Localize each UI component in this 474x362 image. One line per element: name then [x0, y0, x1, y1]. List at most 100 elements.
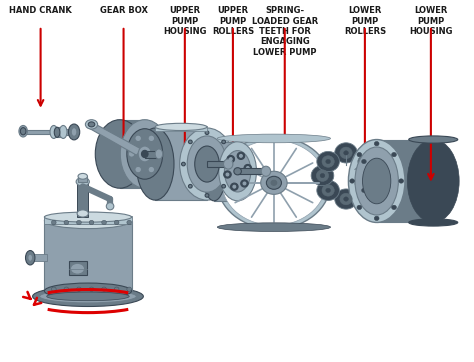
- Ellipse shape: [54, 127, 60, 137]
- Ellipse shape: [106, 203, 114, 210]
- Ellipse shape: [148, 166, 155, 173]
- Ellipse shape: [322, 185, 334, 196]
- Ellipse shape: [85, 120, 98, 129]
- Ellipse shape: [189, 184, 192, 188]
- Polygon shape: [214, 142, 237, 201]
- Ellipse shape: [218, 134, 330, 143]
- Ellipse shape: [362, 159, 366, 164]
- Ellipse shape: [71, 263, 84, 274]
- Ellipse shape: [135, 166, 141, 173]
- Ellipse shape: [227, 155, 235, 163]
- Ellipse shape: [155, 151, 161, 157]
- Ellipse shape: [76, 177, 89, 186]
- Ellipse shape: [358, 185, 370, 196]
- Ellipse shape: [355, 147, 398, 215]
- Bar: [53, 127, 61, 137]
- Ellipse shape: [64, 287, 69, 291]
- Ellipse shape: [358, 165, 381, 186]
- Ellipse shape: [244, 164, 252, 172]
- Ellipse shape: [102, 220, 107, 225]
- Text: LOWER
PUMP
ROLLERS: LOWER PUMP ROLLERS: [344, 6, 386, 36]
- Ellipse shape: [33, 286, 143, 307]
- Ellipse shape: [344, 197, 348, 201]
- Ellipse shape: [88, 122, 95, 127]
- Bar: [45, 216, 132, 224]
- Bar: [28, 254, 47, 261]
- Ellipse shape: [187, 136, 227, 192]
- Ellipse shape: [374, 142, 379, 146]
- Text: LOWER
PUMP
HOUSING: LOWER PUMP HOUSING: [409, 6, 453, 36]
- Ellipse shape: [243, 182, 246, 185]
- Ellipse shape: [233, 185, 236, 188]
- Ellipse shape: [71, 128, 77, 136]
- Ellipse shape: [218, 136, 330, 229]
- Polygon shape: [45, 221, 132, 291]
- Ellipse shape: [348, 139, 405, 223]
- Ellipse shape: [52, 220, 56, 225]
- Ellipse shape: [317, 151, 339, 172]
- Ellipse shape: [399, 179, 403, 183]
- Ellipse shape: [363, 158, 391, 204]
- Ellipse shape: [89, 287, 94, 291]
- Polygon shape: [155, 128, 207, 200]
- Ellipse shape: [326, 188, 330, 193]
- Ellipse shape: [137, 128, 174, 200]
- Ellipse shape: [77, 287, 82, 291]
- Ellipse shape: [229, 157, 232, 160]
- Ellipse shape: [205, 131, 209, 134]
- Ellipse shape: [374, 216, 379, 220]
- Ellipse shape: [28, 254, 33, 261]
- Ellipse shape: [316, 170, 328, 181]
- Ellipse shape: [218, 223, 330, 231]
- Ellipse shape: [182, 162, 185, 166]
- Ellipse shape: [138, 146, 151, 162]
- Ellipse shape: [409, 136, 458, 143]
- Ellipse shape: [407, 139, 459, 223]
- Ellipse shape: [234, 168, 241, 175]
- Ellipse shape: [261, 171, 287, 194]
- Ellipse shape: [224, 151, 251, 192]
- Ellipse shape: [202, 142, 226, 201]
- Ellipse shape: [40, 290, 137, 303]
- Ellipse shape: [45, 212, 132, 222]
- Ellipse shape: [64, 220, 69, 225]
- Ellipse shape: [68, 124, 80, 140]
- Ellipse shape: [180, 128, 234, 200]
- Ellipse shape: [239, 155, 242, 157]
- Ellipse shape: [222, 140, 326, 226]
- Ellipse shape: [45, 283, 132, 299]
- Bar: [207, 161, 228, 167]
- Ellipse shape: [135, 135, 141, 142]
- Ellipse shape: [78, 173, 87, 179]
- Ellipse shape: [353, 180, 375, 201]
- Ellipse shape: [340, 193, 352, 205]
- Ellipse shape: [127, 220, 132, 225]
- Ellipse shape: [266, 176, 282, 189]
- Ellipse shape: [350, 179, 355, 183]
- Ellipse shape: [155, 149, 163, 159]
- Ellipse shape: [155, 123, 207, 131]
- Ellipse shape: [19, 126, 27, 137]
- Ellipse shape: [52, 287, 56, 291]
- Ellipse shape: [26, 251, 35, 265]
- Text: GEAR BOX: GEAR BOX: [100, 6, 147, 15]
- Polygon shape: [87, 123, 142, 155]
- Ellipse shape: [340, 147, 352, 159]
- Ellipse shape: [224, 171, 231, 178]
- Ellipse shape: [50, 126, 57, 138]
- Ellipse shape: [120, 120, 169, 188]
- Bar: [62, 130, 74, 135]
- Polygon shape: [120, 120, 145, 188]
- Ellipse shape: [317, 180, 339, 201]
- Ellipse shape: [195, 146, 219, 182]
- Ellipse shape: [311, 165, 334, 186]
- Ellipse shape: [357, 152, 362, 157]
- Ellipse shape: [47, 292, 129, 301]
- Ellipse shape: [148, 135, 155, 142]
- Ellipse shape: [344, 151, 348, 155]
- Ellipse shape: [367, 173, 372, 178]
- Text: UPPER
PUMP
ROLLERS: UPPER PUMP ROLLERS: [212, 6, 254, 36]
- Ellipse shape: [102, 287, 107, 291]
- Ellipse shape: [230, 183, 238, 190]
- Bar: [145, 151, 159, 157]
